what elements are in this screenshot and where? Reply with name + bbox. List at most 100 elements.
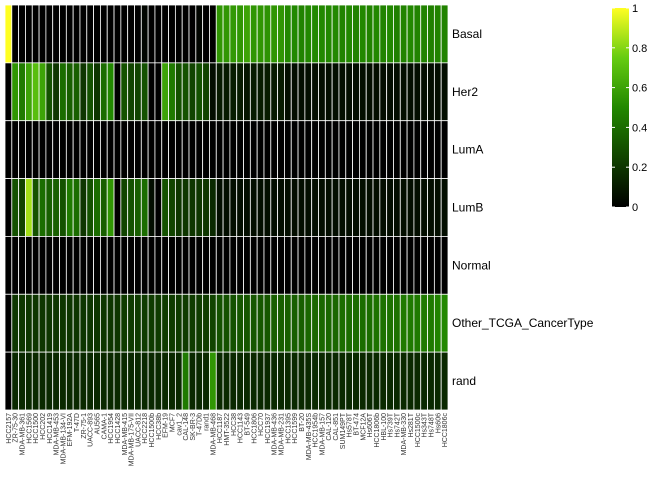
heatmap-cell [379, 62, 388, 122]
column-label: UACC-893 [88, 413, 95, 447]
heatmap-cell [284, 178, 292, 237]
heatmap-cell [31, 293, 40, 353]
heatmap-cell [256, 236, 265, 295]
heatmap-cell [304, 293, 313, 353]
column-label: HCC1599 [292, 413, 299, 444]
heatmap-cell [113, 351, 122, 411]
heatmap-cell [100, 178, 108, 237]
heatmap-cell [65, 62, 74, 122]
heatmap-cell [270, 62, 279, 122]
heatmap-cell [181, 293, 190, 353]
heatmap-cell [209, 4, 217, 64]
heatmap-cell [45, 351, 54, 411]
heatmap-cell [243, 62, 251, 122]
heatmap-cell [331, 293, 340, 353]
heatmap-cell [318, 120, 326, 179]
heatmap-cell [324, 4, 333, 64]
heatmap-cell [277, 62, 285, 122]
heatmap-cell [379, 293, 388, 353]
heatmap-cell [18, 351, 26, 411]
heatmap-cell [127, 4, 135, 64]
column-label: UACC-812 [135, 413, 142, 447]
heatmap-cell [59, 4, 67, 64]
heatmap-cell [174, 236, 183, 295]
heatmap-cell [134, 351, 142, 411]
column-label: MDA-MB-435S [306, 413, 313, 460]
heatmap-cell [399, 178, 408, 237]
row-label: rand [452, 374, 476, 388]
heatmap-cell [352, 293, 360, 353]
heatmap-cell [93, 120, 101, 179]
heatmap-cell [38, 236, 47, 295]
heatmap-cell [297, 62, 306, 122]
heatmap-cell [127, 178, 135, 237]
heatmap-cell [263, 293, 272, 353]
heatmap-cell [134, 236, 142, 295]
heatmap-cell [236, 4, 244, 64]
heatmap-cell [127, 120, 135, 179]
heatmap-cell [345, 178, 353, 237]
heatmap-cell [168, 178, 176, 237]
heatmap-cell [154, 62, 163, 122]
column-label: HCC1806c [442, 413, 449, 448]
column-label: BT-549 [244, 413, 251, 436]
heatmap-cell [379, 178, 388, 237]
heatmap-cell [79, 120, 88, 179]
heatmap-cell [352, 351, 360, 411]
heatmap-cell [338, 236, 347, 295]
heatmap-cell [147, 62, 156, 122]
heatmap-cell [406, 62, 415, 122]
column-label: CAMA-1 [101, 413, 108, 440]
heatmap-cell [93, 351, 101, 411]
heatmap-cell [188, 62, 197, 122]
column-label: Hs578T [347, 412, 354, 437]
heatmap-cell [154, 236, 163, 295]
heatmap-cell [270, 120, 279, 179]
heatmap-cell [249, 293, 258, 353]
heatmap-cell [209, 236, 217, 295]
heatmap-cell [18, 120, 26, 179]
heatmap-cell [120, 178, 129, 237]
heatmap-cells [4, 4, 449, 411]
heatmap-cell [202, 293, 210, 353]
heatmap-cell [304, 120, 313, 179]
heatmap-cell [18, 178, 26, 237]
heatmap-cell [393, 178, 401, 237]
heatmap-cell [120, 293, 129, 353]
heatmap-cell [79, 62, 88, 122]
heatmap-cell [202, 62, 210, 122]
heatmap-cell [311, 62, 319, 122]
colorbar-tick-label: 0 [632, 202, 638, 214]
heatmap-cell [168, 236, 176, 295]
heatmap-cell [338, 351, 347, 411]
heatmap-cell [413, 120, 422, 179]
column-label: HCC1500b [149, 413, 156, 448]
heatmap-cell [358, 4, 367, 64]
heatmap-cell [31, 62, 40, 122]
column-label: MDA-MB-175-VII [129, 413, 136, 466]
heatmap-cell [413, 293, 422, 353]
column-label: Hs748T [428, 412, 435, 437]
heatmap-cell [113, 178, 122, 237]
heatmap-cell [72, 351, 81, 411]
heatmap-cell [365, 62, 374, 122]
column-label: MDA-MB-231 [279, 413, 286, 456]
heatmap-cell [433, 62, 442, 122]
heatmap-cell [195, 62, 204, 122]
heatmap-cell [420, 351, 428, 411]
heatmap-cell [209, 62, 217, 122]
heatmap-cell [181, 62, 190, 122]
heatmap-cell [318, 236, 326, 295]
heatmap-cell [134, 62, 142, 122]
heatmap-cell [154, 4, 163, 64]
column-label: Hs606T [367, 412, 374, 437]
heatmap-cell [338, 293, 347, 353]
heatmap-cell [236, 62, 244, 122]
heatmap-cell [11, 293, 20, 353]
heatmap-cell [358, 351, 367, 411]
column-label: HCC1954b [313, 413, 320, 448]
heatmap-cell [86, 62, 94, 122]
heatmap-cell [338, 4, 347, 64]
heatmap-cell [433, 178, 442, 237]
heatmap-cell [134, 178, 142, 237]
